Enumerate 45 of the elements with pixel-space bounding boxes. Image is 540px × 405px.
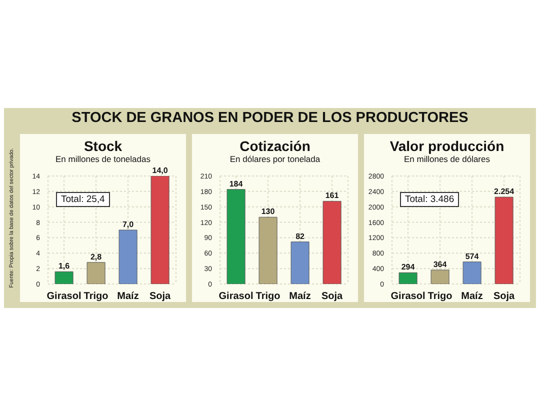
x-tick-label: Maíz <box>117 291 139 302</box>
annotation: Total: 25,4 <box>56 192 110 207</box>
bar <box>430 270 450 284</box>
bar <box>118 230 138 284</box>
data-label: 1,6 <box>58 262 70 271</box>
data-label: 130 <box>261 207 276 216</box>
bar <box>226 189 246 284</box>
bar <box>494 196 514 284</box>
bar <box>86 262 106 284</box>
x-tick-label: Soja <box>321 291 343 302</box>
x-tick-label: Trigo <box>84 291 108 302</box>
x-tick-label: Trigo <box>428 291 452 302</box>
chart-subtitle: En dólares por tonelada <box>228 154 322 164</box>
x-tick-label: Maíz <box>289 291 311 302</box>
bar <box>462 262 482 284</box>
data-label: 82 <box>296 232 306 241</box>
data-label: 161 <box>325 191 340 200</box>
bar <box>322 200 342 284</box>
chart-title: Valor producción <box>388 138 506 154</box>
bar <box>150 176 170 284</box>
x-tick-label: Girasol <box>46 291 82 302</box>
data-label: 364 <box>433 260 448 269</box>
bar <box>258 216 278 284</box>
x-tick-label: Maíz <box>461 291 483 302</box>
annotation: Total: 3.486 <box>400 192 460 207</box>
data-label: 294 <box>401 262 416 272</box>
x-tick-label: Soja <box>149 291 171 302</box>
x-tick-label: Girasol <box>218 291 254 302</box>
x-tick-label: Girasol <box>390 291 426 302</box>
data-label: 2.254 <box>494 187 515 196</box>
text: STOCK DE GRANOS EN PODER DE LOS PRODUCTORES <box>70 110 470 126</box>
bar <box>54 271 74 284</box>
data-label: 14,0 <box>152 166 168 175</box>
chart-title: Stock <box>82 138 124 154</box>
data-label: 7,0 <box>122 220 134 229</box>
chart-subtitle: En millones de toneladas <box>54 154 152 164</box>
data-label: 574 <box>465 252 480 261</box>
data-label: 184 <box>229 179 244 188</box>
bar <box>398 272 418 284</box>
data-label: 2,8 <box>90 252 102 262</box>
x-tick-label: Soja <box>493 291 515 302</box>
chart-subtitle: En millones de dólares <box>403 154 491 164</box>
x-tick-label: Trigo <box>256 291 280 302</box>
chart-title: Cotización <box>238 138 312 154</box>
bar <box>290 242 310 284</box>
